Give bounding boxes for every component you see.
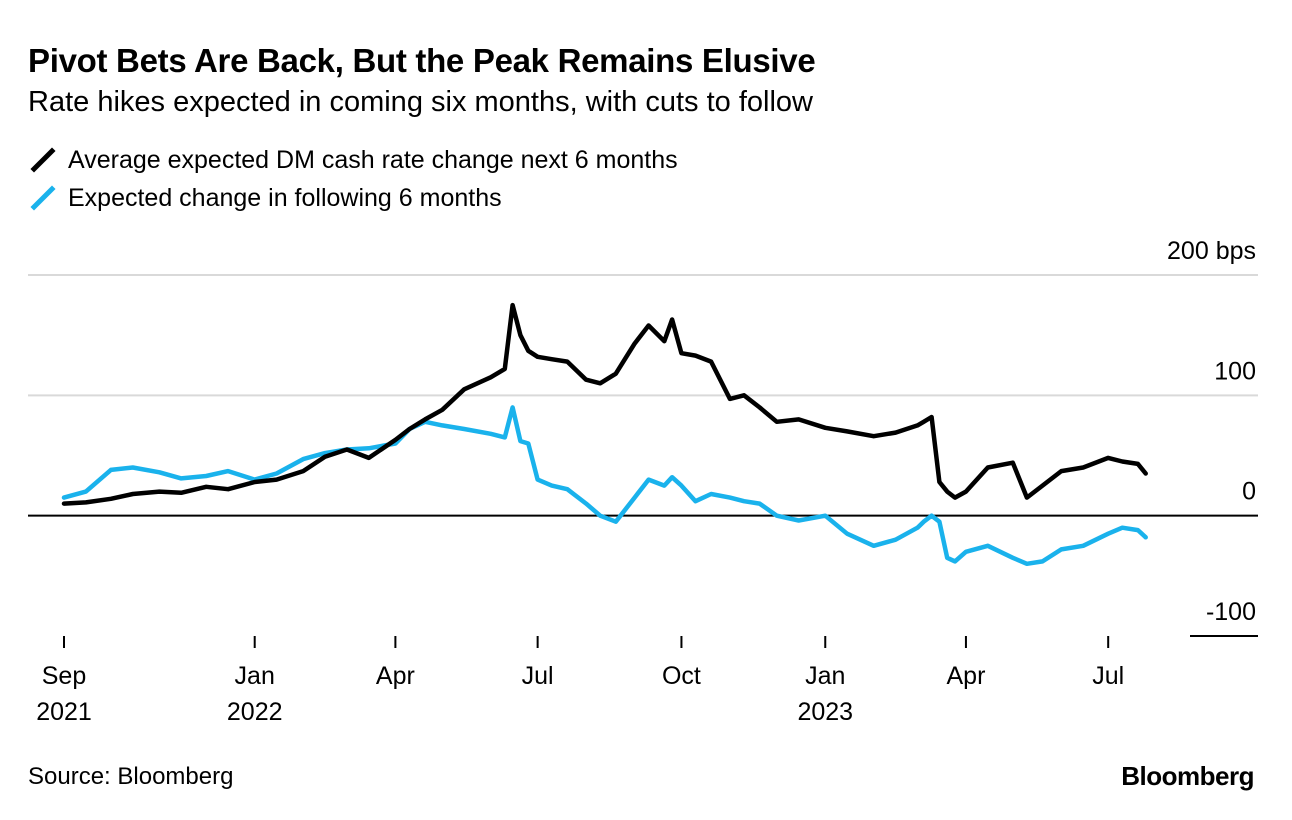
x-tick-label-7: Jul (1092, 662, 1124, 690)
chart-title: Pivot Bets Are Back, But the Peak Remain… (28, 42, 816, 79)
legend-item-blue: Expected change in following 6 months (30, 179, 678, 217)
x-tick-label-5: Jan (805, 662, 845, 690)
chart-subtitle: Rate hikes expected in coming six months… (28, 86, 813, 118)
x-tick-label-1: Jan (235, 662, 275, 690)
series-line-1 (61, 405, 1148, 567)
legend-label-black: Average expected DM cash rate change nex… (68, 145, 678, 174)
source-note: Source: Bloomberg (28, 763, 234, 790)
x-tick-year-label-1: 2022 (227, 698, 283, 726)
y-tick-label-3: -100 (1206, 598, 1256, 626)
y-tick-label-0: 200 bps (1167, 237, 1256, 265)
x-tick-label-3: Jul (522, 662, 554, 690)
legend-swatch-blue-icon (30, 185, 56, 211)
chart-legend: Average expected DM cash rate change nex… (30, 141, 678, 217)
series-line-0 (61, 302, 1148, 506)
bloomberg-logo: Bloomberg (1121, 761, 1254, 791)
x-tick-label-6: Apr (946, 662, 985, 690)
legend-item-black: Average expected DM cash rate change nex… (30, 141, 678, 179)
x-tick-label-4: Oct (662, 662, 701, 690)
x-tick-year-label-0: 2021 (36, 698, 92, 726)
y-tick-label-1: 100 (1214, 357, 1256, 385)
x-tick-year-label-5: 2023 (797, 698, 853, 726)
legend-label-blue: Expected change in following 6 months (68, 183, 502, 212)
x-tick-label-2: Apr (376, 662, 415, 690)
x-tick-label-0: Sep (42, 662, 86, 690)
legend-swatch-black-icon (30, 147, 56, 173)
y-tick-label-2: 0 (1242, 478, 1256, 506)
